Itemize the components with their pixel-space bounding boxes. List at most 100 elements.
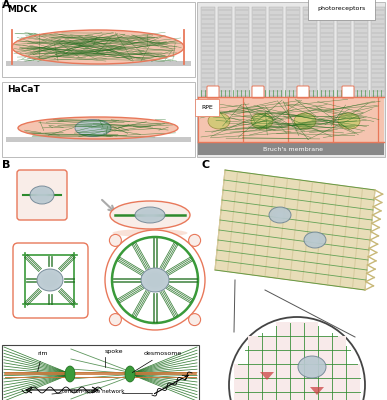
Bar	[262, 336, 276, 350]
Ellipse shape	[86, 125, 100, 131]
Ellipse shape	[304, 232, 326, 248]
Bar	[332, 350, 346, 364]
Ellipse shape	[305, 233, 325, 247]
Text: rim: rim	[37, 351, 48, 371]
Bar	[286, 7, 300, 97]
Circle shape	[105, 230, 205, 330]
Ellipse shape	[139, 209, 161, 221]
Ellipse shape	[37, 191, 47, 198]
Bar	[198, 97, 384, 142]
Ellipse shape	[38, 270, 62, 290]
Bar	[248, 392, 262, 400]
Ellipse shape	[82, 123, 104, 133]
Text: spoke: spoke	[105, 349, 123, 354]
Ellipse shape	[276, 212, 284, 218]
Bar	[276, 392, 290, 400]
Text: C: C	[202, 160, 210, 170]
Circle shape	[229, 317, 365, 400]
Ellipse shape	[80, 122, 106, 134]
Ellipse shape	[273, 210, 287, 220]
Ellipse shape	[304, 232, 326, 248]
Bar	[235, 7, 249, 97]
Ellipse shape	[145, 272, 165, 288]
Ellipse shape	[30, 186, 54, 204]
Ellipse shape	[269, 207, 291, 223]
Ellipse shape	[43, 274, 57, 286]
Bar	[304, 322, 318, 336]
Ellipse shape	[251, 113, 273, 129]
Ellipse shape	[141, 268, 169, 292]
Bar	[346, 378, 360, 392]
FancyBboxPatch shape	[297, 86, 309, 98]
Circle shape	[188, 314, 200, 326]
Ellipse shape	[301, 358, 323, 376]
Bar	[346, 392, 360, 400]
Text: A: A	[2, 0, 10, 10]
Ellipse shape	[39, 271, 60, 289]
Bar	[252, 7, 266, 97]
Ellipse shape	[42, 274, 58, 286]
Ellipse shape	[277, 213, 283, 218]
Bar	[2, 345, 199, 400]
Ellipse shape	[147, 273, 163, 287]
Ellipse shape	[113, 229, 187, 237]
Ellipse shape	[305, 362, 319, 372]
Ellipse shape	[294, 113, 316, 129]
Ellipse shape	[308, 235, 322, 245]
Circle shape	[110, 314, 122, 326]
Ellipse shape	[31, 187, 53, 203]
Ellipse shape	[45, 276, 55, 284]
Ellipse shape	[34, 189, 50, 201]
Bar	[332, 378, 346, 392]
Ellipse shape	[33, 188, 51, 202]
Ellipse shape	[137, 208, 163, 222]
Bar	[262, 350, 276, 364]
Ellipse shape	[298, 356, 326, 378]
Ellipse shape	[146, 213, 154, 218]
Ellipse shape	[46, 277, 54, 283]
Bar	[318, 336, 332, 350]
Bar	[318, 378, 332, 392]
Bar	[234, 392, 248, 400]
Ellipse shape	[37, 269, 63, 291]
Ellipse shape	[149, 275, 161, 285]
Ellipse shape	[208, 113, 230, 129]
Ellipse shape	[141, 210, 159, 220]
Ellipse shape	[303, 360, 320, 374]
Bar	[262, 392, 276, 400]
Ellipse shape	[18, 117, 178, 139]
Ellipse shape	[271, 209, 289, 222]
Circle shape	[188, 234, 200, 246]
Text: B: B	[2, 160, 10, 170]
Ellipse shape	[36, 190, 48, 200]
Ellipse shape	[272, 209, 288, 221]
Bar	[304, 392, 318, 400]
Ellipse shape	[35, 190, 49, 200]
Text: photoreceptors: photoreceptors	[317, 6, 365, 11]
Bar	[318, 392, 332, 400]
Bar	[2, 82, 195, 157]
Ellipse shape	[298, 356, 326, 378]
Bar	[276, 322, 290, 336]
Bar	[290, 350, 304, 364]
Ellipse shape	[151, 276, 159, 284]
Bar	[276, 336, 290, 350]
Ellipse shape	[84, 124, 102, 132]
Ellipse shape	[302, 359, 322, 375]
Ellipse shape	[307, 362, 318, 371]
Bar	[332, 392, 346, 400]
Bar	[234, 378, 248, 392]
Bar	[276, 350, 290, 364]
Bar	[6, 137, 191, 142]
Bar	[262, 364, 276, 378]
Text: tension-spoke network: tension-spoke network	[62, 389, 125, 394]
Ellipse shape	[79, 121, 108, 135]
Bar	[318, 350, 332, 364]
Ellipse shape	[135, 207, 165, 223]
Bar	[371, 7, 385, 97]
Bar	[320, 7, 334, 97]
Ellipse shape	[75, 120, 111, 136]
Bar	[218, 7, 232, 97]
Ellipse shape	[306, 234, 324, 246]
Bar	[290, 378, 304, 392]
